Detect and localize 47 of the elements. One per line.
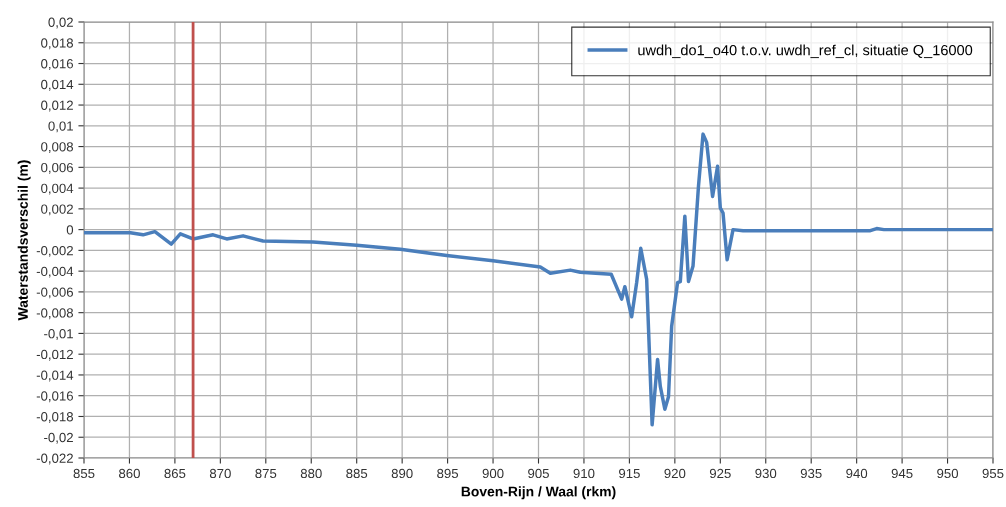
x-tick-label: 905 <box>528 468 549 479</box>
x-tick-label: 875 <box>255 468 277 479</box>
x-tick-label: 920 <box>664 468 686 479</box>
line-series <box>84 132 993 427</box>
y-tick-label: -0,016 <box>36 391 74 403</box>
x-tick-label: 855 <box>73 468 95 479</box>
y-tick-label: -0,004 <box>36 266 74 278</box>
y-tick-label: 0,02 <box>48 17 73 29</box>
x-tick-label: 910 <box>573 468 595 479</box>
y-tick-label: -0,008 <box>36 308 74 320</box>
y-tick-label: 0 <box>66 225 74 235</box>
x-tick-label: 940 <box>846 468 868 479</box>
x-tick-label: 885 <box>346 468 368 479</box>
x-tick-label: 935 <box>800 468 822 479</box>
y-tick-label: 0,002 <box>41 204 73 216</box>
x-tick-label: 955 <box>982 468 1004 479</box>
y-tick-label: 0,01 <box>48 121 73 133</box>
x-tick-label: 925 <box>709 468 731 479</box>
x-tick-label: 895 <box>437 468 459 479</box>
x-tick-label: 870 <box>209 468 231 479</box>
x-tick-label: 860 <box>119 468 140 479</box>
y-tick-label: -0,002 <box>36 245 73 257</box>
y-tick-label: 0,006 <box>41 162 74 174</box>
x-axis-title: Boven-Rijn / Waal (rkm) <box>461 486 616 500</box>
legend-label: uwdh_do1_o40 t.o.v. uwdh_ref_cl, situatie Q_16000 <box>638 44 973 59</box>
x-tick-label: 880 <box>300 468 322 479</box>
y-tick-label: 0,012 <box>41 100 73 112</box>
y-tick-label: 0,014 <box>41 79 74 91</box>
y-axis-title: Waterstandsverschil (m) <box>17 160 31 321</box>
y-tick-label: -0,018 <box>36 412 74 423</box>
x-tick-label: 900 <box>482 468 504 479</box>
x-tick-label: 930 <box>755 468 777 479</box>
y-tick-label: -0,02 <box>44 432 73 444</box>
x-tick-label: 865 <box>164 468 186 479</box>
y-tick-label: -0,006 <box>36 287 74 299</box>
x-tick-label: 890 <box>391 468 413 479</box>
y-tick-label: -0,01 <box>44 329 73 340</box>
y-tick-label: 0,004 <box>41 183 74 195</box>
y-tick-label: 0,018 <box>41 38 74 50</box>
x-tick-label: 945 <box>891 468 913 479</box>
y-tick-label: 0,008 <box>41 142 74 154</box>
y-tick-label: -0,014 <box>36 370 74 382</box>
y-tick-label: -0,022 <box>36 453 73 465</box>
x-tick-label: 915 <box>619 468 640 479</box>
y-tick-label: 0,016 <box>41 59 74 70</box>
y-tick-label: -0,012 <box>36 349 73 361</box>
x-tick-label: 950 <box>937 468 959 479</box>
